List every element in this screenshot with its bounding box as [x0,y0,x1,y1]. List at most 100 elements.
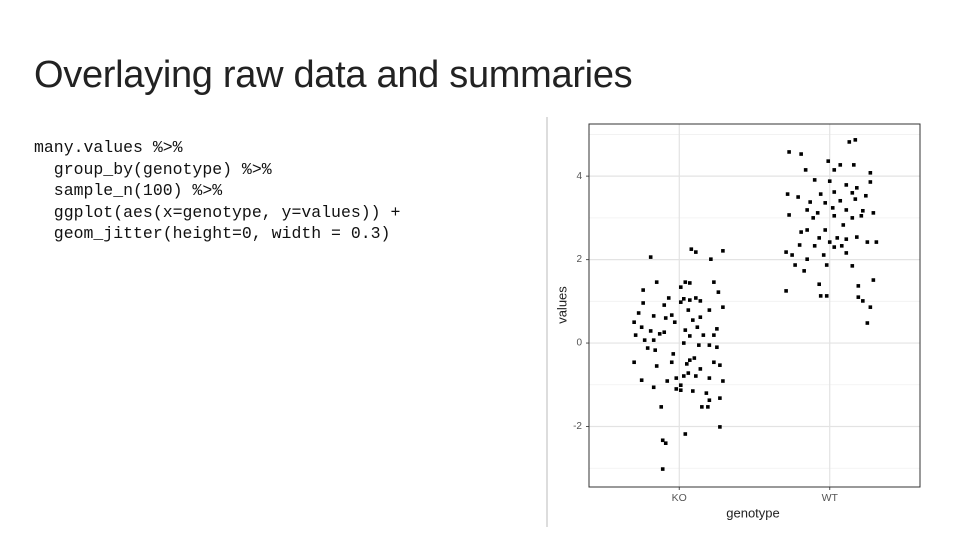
point [694,296,698,300]
point [868,171,873,175]
point [808,200,812,204]
points [632,138,879,471]
point [855,235,859,239]
point [718,363,722,367]
point [802,269,806,273]
point [681,374,686,378]
point [715,327,719,331]
point [852,163,856,167]
point [721,379,725,383]
point [686,308,691,312]
point [651,338,656,342]
point [707,398,712,403]
point [823,228,828,232]
y-tick-label: 2 [576,254,582,265]
grid [586,123,921,490]
point [641,301,645,305]
point [663,316,668,320]
point [856,284,861,288]
y-tick-label: 0 [576,338,582,349]
point [832,213,837,218]
point [830,206,835,210]
point [683,280,688,284]
point [812,244,817,248]
slide-title: Overlaying raw data and summaries [34,54,633,96]
x-axis-title: genotype [726,505,780,520]
point [632,320,636,324]
point [636,311,641,315]
point [785,192,790,196]
point [868,180,873,184]
point [688,298,692,302]
point [641,288,645,292]
point [712,360,716,365]
point [688,358,692,362]
point [669,360,674,365]
point [871,211,876,215]
point [824,294,829,298]
point [805,208,809,212]
point [856,295,861,299]
x-tick-label: KO [672,492,687,504]
point [855,186,859,190]
point [832,190,837,194]
point [660,467,665,471]
point [868,305,873,309]
point [841,223,846,227]
point [683,432,688,436]
x-tick-label: WT [822,492,839,504]
point [698,367,703,371]
point [721,305,725,309]
point [657,332,662,336]
point [839,244,844,248]
point [821,253,826,257]
point [799,152,803,156]
point [865,240,870,244]
code-line: sample_n(100) %>% [34,181,223,201]
point [861,208,865,213]
point [823,201,828,205]
point [698,299,703,303]
point [686,371,691,375]
point [654,280,659,284]
code-line: group_by(genotype) %>% [34,159,272,179]
point [672,320,677,324]
point [688,281,692,285]
point [697,343,701,347]
point [797,243,802,247]
point [716,290,721,294]
point [692,356,697,360]
point [674,376,679,380]
point [709,257,713,261]
point [850,264,855,268]
point [832,168,837,172]
point [662,330,667,335]
point [648,255,653,259]
point [861,299,865,303]
point [663,441,668,445]
point [871,278,876,282]
point [659,405,664,409]
point [674,387,679,391]
point [838,198,843,203]
point [633,333,638,337]
point [666,296,671,300]
point [805,228,809,232]
point [671,352,676,356]
point [681,341,686,345]
point [790,253,794,257]
code-line: ggplot(aes(x=genotype, y=values)) + [34,202,401,222]
point [844,251,849,255]
point [712,333,716,337]
point [678,300,683,304]
point [698,315,703,319]
point [838,163,843,167]
point [784,289,788,293]
point [812,178,817,182]
point [844,208,849,212]
point [688,334,692,338]
point [691,389,695,393]
point [648,329,653,333]
point [712,280,716,284]
